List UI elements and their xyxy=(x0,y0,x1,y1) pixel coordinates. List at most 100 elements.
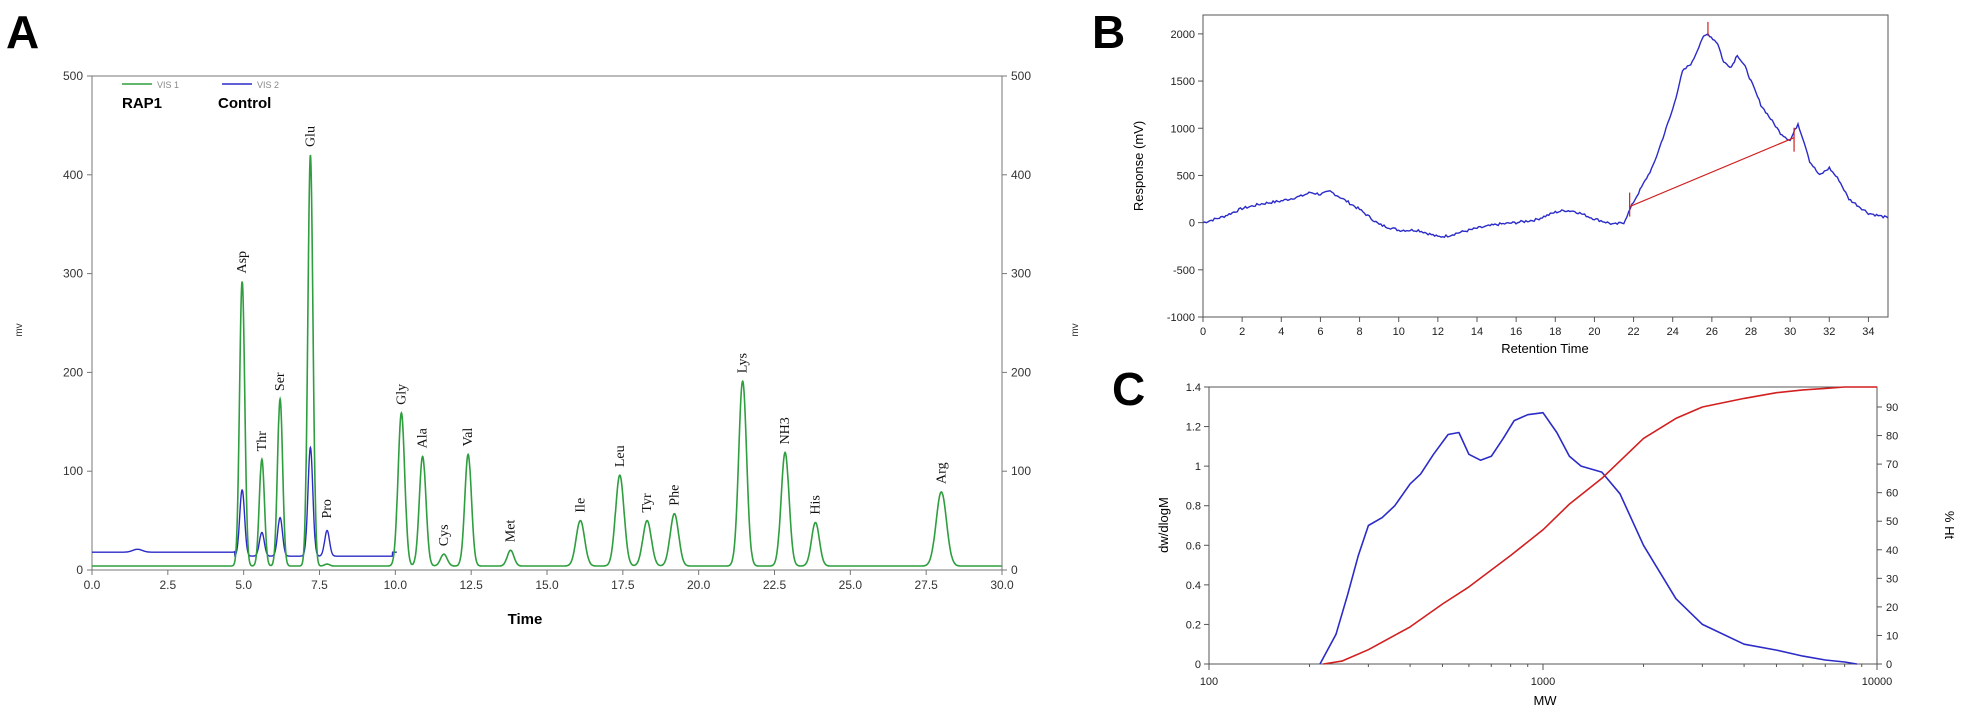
b-xtick-label: 30 xyxy=(1784,326,1796,338)
peak-label-pro: Pro xyxy=(320,499,335,518)
c-ytick-label: 1 xyxy=(1195,461,1201,473)
peak-label-cys: Cys xyxy=(437,524,452,546)
c-ytick-label: 1.2 xyxy=(1186,422,1201,434)
a-xtick-label: 5.0 xyxy=(235,578,252,592)
b-xtick-label: 26 xyxy=(1706,326,1718,338)
legend-rap1: RAP1 xyxy=(122,95,162,112)
b-ytick-label: -1000 xyxy=(1167,312,1195,324)
chart-c: 100 1000 10000 0 0.2 0.4 0.6 0.8 1 1.2 1.4 0 10 20 30 4… xyxy=(1156,382,1957,708)
c-ytick-label-right: 0 xyxy=(1886,659,1892,671)
a-xtick-label: 10.0 xyxy=(384,578,408,592)
peak-label-ala: Ala xyxy=(416,427,431,448)
chart-b-frame xyxy=(1202,14,1889,318)
peak-label-ser: Ser xyxy=(273,372,288,391)
chart-a-xlabel: Time xyxy=(508,611,543,628)
a-ytick-label-right: 300 xyxy=(1011,267,1031,281)
chart-c-frame xyxy=(1208,386,1878,665)
c-ytick-label-right: 90 xyxy=(1886,402,1898,414)
c-ytick-label-right: 10 xyxy=(1886,630,1898,642)
b-ytick-label: 500 xyxy=(1177,170,1195,182)
b-ytick-label: 2000 xyxy=(1171,29,1195,41)
peak-label-thr: Thr xyxy=(255,431,270,452)
chart-b: 0 2 4 6 8 10 12 14 16 18 20 22 24 26 28 30 32 34-1000-500… xyxy=(1131,14,1889,356)
a-xtick-label: 22.5 xyxy=(763,578,787,592)
peak-label-ile: Ile xyxy=(573,498,588,513)
c-ytick-label-right: 50 xyxy=(1886,516,1898,528)
a-xtick-label: 0.0 xyxy=(84,578,101,592)
chart-b-ylabel: Response (mV) xyxy=(1131,121,1146,211)
a-xtick-label: 27.5 xyxy=(914,578,938,592)
a-xtick-label: 12.5 xyxy=(459,578,483,592)
chart-a-frame xyxy=(91,75,1003,571)
a-xtick-label: 7.5 xyxy=(311,578,328,592)
peak-label-arg: Arg xyxy=(934,462,949,484)
a-ytick-label-right: 200 xyxy=(1011,365,1031,379)
b-ytick-label: 1000 xyxy=(1171,123,1195,135)
c-ytick-label-right: 30 xyxy=(1886,573,1898,585)
a-xtick-label: 17.5 xyxy=(611,578,635,592)
a-ytick-label: 500 xyxy=(63,69,83,83)
c-xtick-label: 100 xyxy=(1200,676,1218,688)
b-xtick-label: 32 xyxy=(1823,326,1835,338)
baseline-line xyxy=(1629,137,1795,208)
b-ytick-label: 0 xyxy=(1189,218,1195,230)
a-ytick-label: 200 xyxy=(63,365,83,379)
peak-label-lys: Lys xyxy=(736,353,751,373)
c-ytick-label: 0 xyxy=(1195,659,1201,671)
b-ytick-label: 1500 xyxy=(1171,76,1195,88)
peak-label-phe: Phe xyxy=(667,485,682,506)
panel-letter-a: A xyxy=(6,6,39,58)
b-xtick-label: 4 xyxy=(1278,326,1284,338)
panel-letter-c: C xyxy=(1112,363,1145,415)
c-ytick-label: 0.6 xyxy=(1186,540,1201,552)
peak-label-asp: Asp xyxy=(235,251,250,274)
b-xtick-label: 18 xyxy=(1549,326,1561,338)
a-ytick-label-right: 400 xyxy=(1011,168,1031,182)
series-line-percent-ht xyxy=(1323,386,1877,665)
legend-vis1-label: VIS 1 xyxy=(157,80,179,90)
chart-c-xlabel: MW xyxy=(1533,693,1557,708)
b-xtick-label: 14 xyxy=(1471,326,1483,338)
legend-vis2-label: VIS 2 xyxy=(257,80,279,90)
b-xtick-label: 8 xyxy=(1357,326,1363,338)
series-line-rap1 xyxy=(92,154,1002,567)
a-ytick-label: 0 xyxy=(76,563,83,577)
c-ytick-label-right: 60 xyxy=(1886,488,1898,500)
chart-b-xlabel: Retention Time xyxy=(1501,341,1588,356)
b-xtick-label: 20 xyxy=(1588,326,1600,338)
chart-a-ylabel: mv xyxy=(14,323,25,336)
peak-label-gly: Gly xyxy=(394,384,409,405)
c-xtick-label: 1000 xyxy=(1531,676,1555,688)
panel-letter-b: B xyxy=(1092,6,1125,58)
peak-label-tyr: Tyr xyxy=(640,493,655,513)
c-ytick-label: 0.2 xyxy=(1186,619,1201,631)
a-ytick-label: 400 xyxy=(63,168,83,182)
c-ytick-label: 1.4 xyxy=(1186,382,1201,394)
b-xtick-label: 10 xyxy=(1393,326,1405,338)
a-ytick-label-right: 500 xyxy=(1011,69,1031,83)
peak-label-his: His xyxy=(808,495,823,514)
a-ytick-label: 300 xyxy=(63,267,83,281)
chart-a-ylabel-right: mv xyxy=(1070,323,1081,336)
a-xtick-label: 2.5 xyxy=(159,578,176,592)
b-xtick-label: 0 xyxy=(1200,326,1206,338)
c-ytick-label-right: 20 xyxy=(1886,602,1898,614)
chart-c-ylabel-right: % Ht xyxy=(1942,511,1957,540)
b-xtick-label: 28 xyxy=(1745,326,1757,338)
b-xtick-label: 16 xyxy=(1510,326,1522,338)
b-xtick-label: 24 xyxy=(1667,326,1679,338)
peak-label-nh3: NH3 xyxy=(778,417,793,444)
b-xtick-label: 34 xyxy=(1862,326,1874,338)
chart-a: 0.0 2.5 5.0 7.5 10.0 12.5 15.0 17.5 20.0 22.5 25.0… xyxy=(14,69,1081,628)
a-xtick-label: 25.0 xyxy=(839,578,863,592)
a-xtick-label: 20.0 xyxy=(687,578,711,592)
a-ytick-label-right: 0 xyxy=(1011,563,1018,577)
c-ytick-label-right: 70 xyxy=(1886,459,1898,471)
legend-control: Control xyxy=(218,95,271,112)
b-xtick-label: 22 xyxy=(1627,326,1639,338)
peak-label-met: Met xyxy=(504,520,519,543)
series-line-control xyxy=(92,445,397,557)
c-ytick-label: 0.4 xyxy=(1186,580,1201,592)
series-line-dw-dlogm xyxy=(1319,411,1857,665)
